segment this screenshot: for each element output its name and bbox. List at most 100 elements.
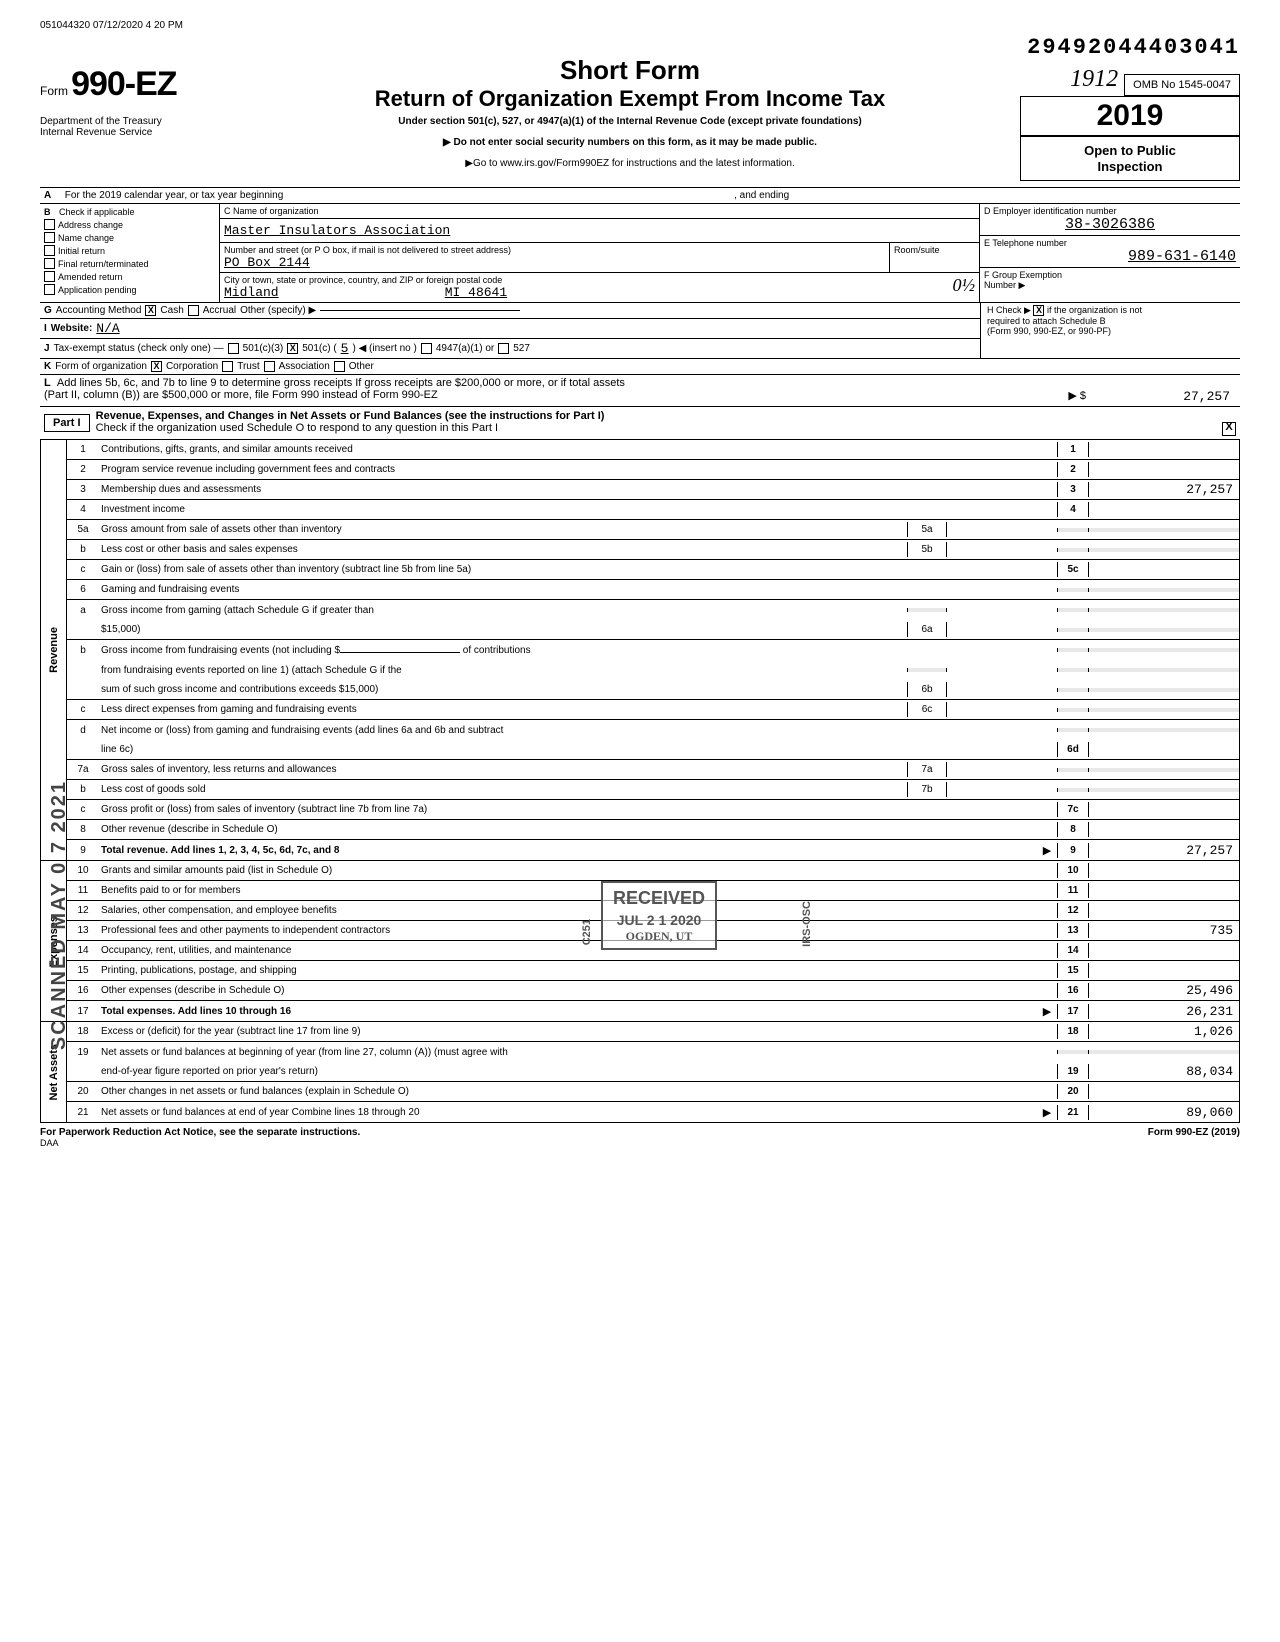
line-6-num: 6 — [67, 582, 99, 597]
form-prefix: Form — [40, 84, 68, 98]
line-9-desc: Total revenue. Add lines 1, 2, 3, 4, 5c,… — [101, 845, 339, 856]
line-9-num: 9 — [67, 843, 99, 858]
label-insert-no: ) ◀ (insert no ) — [352, 343, 416, 354]
line-7b-num: b — [67, 782, 99, 797]
line-2-rn: 2 — [1057, 462, 1089, 477]
line-13-desc: Professional fees and other payments to … — [99, 923, 1057, 938]
checkbox-initial-return[interactable] — [44, 245, 55, 256]
line-6d-desc: Net income or (loss) from gaming and fun… — [99, 723, 1057, 738]
line-12-desc: Salaries, other compensation, and employ… — [99, 903, 1057, 918]
print-id: 051044320 07/12/2020 4 20 PM — [40, 20, 1240, 31]
line-7a-desc: Gross sales of inventory, less returns a… — [99, 762, 907, 777]
footer-left: For Paperwork Reduction Act Notice, see … — [40, 1127, 360, 1138]
gross-receipts-amount: 27,257 — [1086, 389, 1236, 404]
line-6d-rn: 6d — [1057, 742, 1089, 757]
label-trust: Trust — [237, 361, 259, 372]
line-14-num: 14 — [67, 943, 99, 958]
501c-number: 5 — [341, 341, 349, 356]
line-3-desc: Membership dues and assessments — [99, 482, 1057, 497]
line-4-val — [1089, 508, 1239, 512]
line-15-num: 15 — [67, 963, 99, 978]
label-4947a1: 4947(a)(1) or — [436, 343, 494, 354]
stamp-ogden: OGDEN, UT — [613, 929, 705, 945]
line-14-desc: Occupancy, rent, utilities, and maintena… — [99, 943, 1057, 958]
part-1-label: Part I — [44, 414, 90, 432]
line-18-val: 1,026 — [1089, 1022, 1239, 1041]
label-corporation: Corporation — [166, 361, 218, 372]
subtitle: Under section 501(c), 527, or 4947(a)(1)… — [240, 116, 1020, 127]
checkbox-name-change[interactable] — [44, 232, 55, 243]
return-title: Return of Organization Exempt From Incom… — [240, 86, 1020, 112]
footer: For Paperwork Reduction Act Notice, see … — [40, 1127, 1240, 1138]
checkbox-amended[interactable] — [44, 271, 55, 282]
line-4-num: 4 — [67, 502, 99, 517]
checkbox-schedule-o[interactable]: X — [1222, 422, 1236, 436]
label-cash: Cash — [160, 305, 183, 316]
other-method-input[interactable] — [320, 310, 520, 311]
checkbox-4947a1[interactable] — [421, 343, 432, 354]
line-7b-desc: Less cost of goods sold — [99, 782, 907, 797]
checkbox-address-change[interactable] — [44, 219, 55, 230]
line-6b-sn: 6b — [907, 682, 947, 697]
label-accrual: Accrual — [203, 305, 236, 316]
line-3-num: 3 — [67, 482, 99, 497]
section-netassets-label: Net Assets — [48, 1044, 60, 1100]
line-20-num: 20 — [67, 1084, 99, 1099]
street-address: PO Box 2144 — [224, 255, 310, 270]
label-street: Number and street (or P O box, if mail i… — [224, 245, 885, 255]
line-1-num: 1 — [67, 442, 99, 457]
checkbox-accrual[interactable] — [188, 305, 199, 316]
checkbox-final-return[interactable] — [44, 258, 55, 269]
checkbox-other-org[interactable] — [334, 361, 345, 372]
org-name: Master Insulators Association — [224, 223, 450, 238]
line-13-val: 735 — [1089, 921, 1239, 940]
stamp-received-text: RECEIVED — [613, 887, 705, 910]
label-501c3: 501(c)(3) — [243, 343, 284, 354]
checkbox-h[interactable]: X — [1033, 305, 1044, 316]
line-5b-desc: Less cost or other basis and sales expen… — [99, 542, 907, 557]
line-l-text2: (Part II, column (B)) are $500,000 or mo… — [44, 389, 438, 404]
line-17-desc: Total expenses. Add lines 10 through 16 — [101, 1006, 291, 1017]
label-association: Association — [279, 361, 330, 372]
checkbox-corporation[interactable]: X — [151, 361, 162, 372]
line-k: K Form of organization X Corporation Tru… — [40, 359, 1240, 375]
checkbox-501c[interactable]: X — [287, 343, 298, 354]
line-3-rn: 3 — [1057, 482, 1089, 497]
checkbox-cash[interactable]: X — [145, 305, 156, 316]
line-l: L Add lines 5b, 6c, and 7b to line 9 to … — [40, 375, 1240, 407]
line-8-num: 8 — [67, 822, 99, 837]
part-1-title: Revenue, Expenses, and Changes in Net As… — [96, 410, 1236, 422]
line-17-arrow: ▶ — [1037, 1005, 1057, 1018]
checkbox-527[interactable] — [498, 343, 509, 354]
line-7a-sn: 7a — [907, 762, 947, 777]
checkbox-trust[interactable] — [222, 361, 233, 372]
line-8-val — [1089, 828, 1239, 832]
city: Midland — [224, 285, 279, 300]
short-form-title: Short Form — [240, 55, 1020, 86]
label-j: J — [44, 343, 50, 354]
dept-treasury: Department of the Treasury — [40, 116, 240, 127]
line-18-rn: 18 — [1057, 1024, 1089, 1039]
checkbox-501c3[interactable] — [228, 343, 239, 354]
label-tax-exempt: Tax-exempt status (check only one) — — [54, 343, 224, 354]
label-d-ein: D Employer identification number — [984, 206, 1236, 216]
line-11-rn: 11 — [1057, 883, 1089, 898]
line-14-rn: 14 — [1057, 943, 1089, 958]
line-l-arrow: ▶ $ — [1068, 389, 1086, 404]
line-20-rn: 20 — [1057, 1084, 1089, 1099]
line-5c-val — [1089, 568, 1239, 572]
checkbox-app-pending[interactable] — [44, 284, 55, 295]
open-public-1: Open to Public — [1029, 143, 1231, 159]
line-6b-input[interactable] — [340, 652, 460, 653]
omb-number: OMB No 1545-0047 — [1124, 74, 1240, 96]
line-19-desc: Net assets or fund balances at beginning… — [99, 1045, 1057, 1060]
part-1-header: Part I Revenue, Expenses, and Changes in… — [40, 407, 1240, 440]
stamp-code: C251 — [581, 919, 593, 945]
checkbox-association[interactable] — [264, 361, 275, 372]
line-6-desc: Gaming and fundraising events — [99, 582, 1057, 597]
line-a-label: For the 2019 calendar year, or tax year … — [65, 190, 283, 201]
ein: 38-3026386 — [1065, 216, 1155, 233]
part-1-subtitle: Check if the organization used Schedule … — [96, 422, 498, 436]
line-15-val — [1089, 969, 1239, 973]
line-11-num: 11 — [67, 883, 99, 898]
